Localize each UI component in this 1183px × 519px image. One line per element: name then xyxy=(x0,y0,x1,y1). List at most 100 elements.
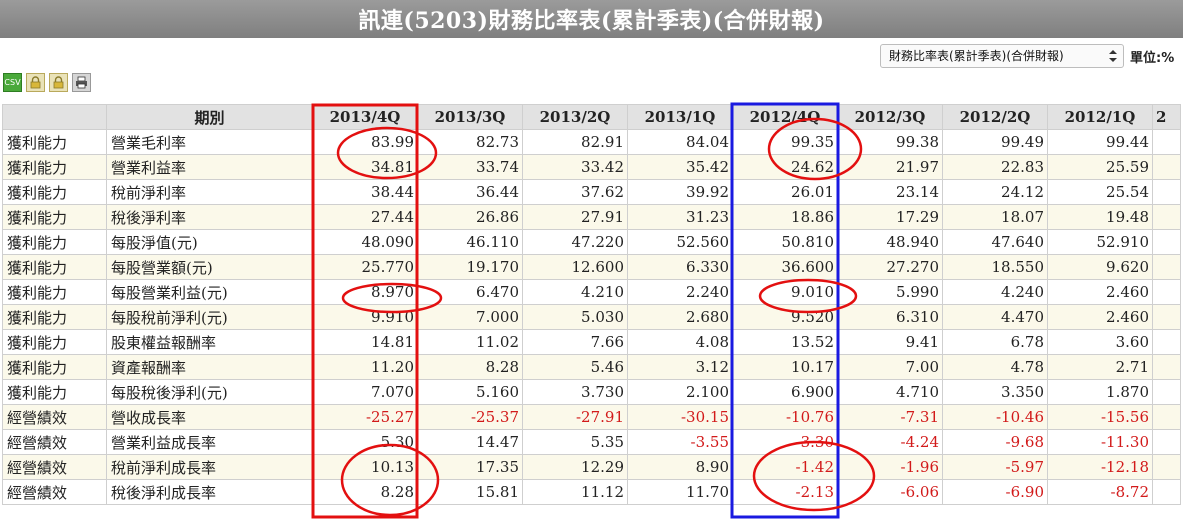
table-cell: 27.91 xyxy=(522,204,628,230)
table-cell: 6.470 xyxy=(417,279,523,305)
table-cell: 82.73 xyxy=(417,129,523,155)
table-cell: -7.31 xyxy=(837,404,943,430)
table-cell: 25.54 xyxy=(1047,179,1153,205)
table-cell: -1.96 xyxy=(837,454,943,480)
table-cell: 27.270 xyxy=(837,254,943,280)
table-cell: 13.52 xyxy=(732,329,838,355)
table-cell: 7.070 xyxy=(312,379,418,405)
table-cell: 36.600 xyxy=(732,254,838,280)
table-cell: 84.04 xyxy=(627,129,733,155)
report-type-select[interactable]: 財務比率表(累計季表)(合併財報) xyxy=(880,44,1124,68)
table-cell: 14.81 xyxy=(312,329,418,355)
row-category: 獲利能力 xyxy=(2,154,107,180)
table-cell: 27.44 xyxy=(312,204,418,230)
print-button[interactable] xyxy=(72,73,91,92)
column-header: 2013/2Q xyxy=(522,104,628,130)
table-row: 獲利能力 營業利益率 34.81 33.74 33.42 35.42 24.62 21.97 2… xyxy=(2,154,1181,180)
csv-export-button[interactable]: CSV xyxy=(3,73,22,92)
table-row: 獲利能力 資產報酬率 11.20 8.28 5.46 3.12 10.17 7.00 4.78 2… xyxy=(2,354,1181,380)
table-cell: 25.770 xyxy=(312,254,418,280)
table-cell: 7.66 xyxy=(522,329,628,355)
table-row: 經營績效 稅後淨利成長率 8.28 15.81 11.12 11.70 -2.13 -6.06… xyxy=(2,479,1181,505)
table-cell: 6.78 xyxy=(942,329,1048,355)
table-cell: 4.240 xyxy=(942,279,1048,305)
table-cell: 11.12 xyxy=(522,479,628,505)
table-cell: 18.07 xyxy=(942,204,1048,230)
table-cell xyxy=(1152,329,1181,355)
table-cell: 99.38 xyxy=(837,129,943,155)
table-cell: 11.20 xyxy=(312,354,418,380)
table-cell: 21.97 xyxy=(837,154,943,180)
row-item-label: 稅前淨利率 xyxy=(106,179,313,205)
table-cell: 15.81 xyxy=(417,479,523,505)
table-row: 獲利能力 稅前淨利率 38.44 36.44 37.62 39.92 26.01 23.14 2… xyxy=(2,179,1181,205)
row-category: 獲利能力 xyxy=(2,354,107,380)
page-title: 訊連(5203)財務比率表(累計季表)(合併財報) xyxy=(0,0,1183,38)
toolbar: CSV xyxy=(3,73,91,92)
table-cell: 52.910 xyxy=(1047,229,1153,255)
table-cell: 24.12 xyxy=(942,179,1048,205)
table-cell: 8.28 xyxy=(417,354,523,380)
csv-icon: CSV xyxy=(4,78,21,87)
table-cell: 50.810 xyxy=(732,229,838,255)
row-category: 獲利能力 xyxy=(2,204,107,230)
table-cell: 6.900 xyxy=(732,379,838,405)
lock-button-1[interactable] xyxy=(26,73,45,92)
table-cell: 5.160 xyxy=(417,379,523,405)
row-item-label: 稅後淨利成長率 xyxy=(106,479,313,505)
table-cell xyxy=(1152,179,1181,205)
table-cell: 48.940 xyxy=(837,229,943,255)
row-item-label: 每股營業利益(元) xyxy=(106,279,313,305)
table-cell: 2.680 xyxy=(627,304,733,330)
table-row: 經營績效 營業利益成長率 5.30 14.47 5.35 -3.55 -3.30 -4.24-… xyxy=(2,429,1181,455)
row-item-label: 每股稅前淨利(元) xyxy=(106,304,313,330)
table-cell xyxy=(1152,254,1181,280)
table-cell: 5.35 xyxy=(522,429,628,455)
table-cell: 25.59 xyxy=(1047,154,1153,180)
table-cell: 6.330 xyxy=(627,254,733,280)
table-cell: 17.29 xyxy=(837,204,943,230)
unit-label: 單位:% xyxy=(1130,51,1175,66)
column-header: 2012/3Q xyxy=(837,104,943,130)
table-cell: -12.18 xyxy=(1047,454,1153,480)
table-cell: 26.01 xyxy=(732,179,838,205)
table-cell: 6.310 xyxy=(837,304,943,330)
table-cell: 3.350 xyxy=(942,379,1048,405)
row-category: 獲利能力 xyxy=(2,279,107,305)
table-row: 經營績效 稅前淨利成長率 10.13 17.35 12.29 8.90 -1.42 -1.96… xyxy=(2,454,1181,480)
table-cell: -25.27 xyxy=(312,404,418,430)
table-cell: 99.49 xyxy=(942,129,1048,155)
table-cell: 3.60 xyxy=(1047,329,1153,355)
table-cell: -11.30 xyxy=(1047,429,1153,455)
table-row: 獲利能力 營業毛利率 83.99 82.73 82.91 84.04 99.35 99.38 9… xyxy=(2,129,1181,155)
table-cell: 10.17 xyxy=(732,354,838,380)
table-cell: 12.600 xyxy=(522,254,628,280)
table-cell: 11.70 xyxy=(627,479,733,505)
table-cell: 34.81 xyxy=(312,154,418,180)
table-cell: 46.110 xyxy=(417,229,523,255)
row-category: 獲利能力 xyxy=(2,254,107,280)
row-category: 獲利能力 xyxy=(2,379,107,405)
table-cell: -2.13 xyxy=(732,479,838,505)
table-cell xyxy=(1152,479,1181,505)
table-cell xyxy=(1152,379,1181,405)
row-item-label: 營業毛利率 xyxy=(106,129,313,155)
table-cell: 18.86 xyxy=(732,204,838,230)
table-cell xyxy=(1152,454,1181,480)
lock-button-2[interactable] xyxy=(49,73,68,92)
table-cell: 3.12 xyxy=(627,354,733,380)
table-cell: -9.68 xyxy=(942,429,1048,455)
category-header xyxy=(2,104,107,130)
row-category: 獲利能力 xyxy=(2,179,107,205)
table-cell: -3.55 xyxy=(627,429,733,455)
table-cell: 4.78 xyxy=(942,354,1048,380)
table-cell: 8.90 xyxy=(627,454,733,480)
table-cell: 9.910 xyxy=(312,304,418,330)
table-cell: 14.47 xyxy=(417,429,523,455)
row-item-label: 營收成長率 xyxy=(106,404,313,430)
table-cell: 99.35 xyxy=(732,129,838,155)
table-row: 獲利能力 股東權益報酬率 14.81 11.02 7.66 4.08 13.52 9.41 6.… xyxy=(2,329,1181,355)
report-type-select-value: 財務比率表(累計季表)(合併財報) xyxy=(889,49,1064,63)
table-cell xyxy=(1152,229,1181,255)
table-cell xyxy=(1152,129,1181,155)
